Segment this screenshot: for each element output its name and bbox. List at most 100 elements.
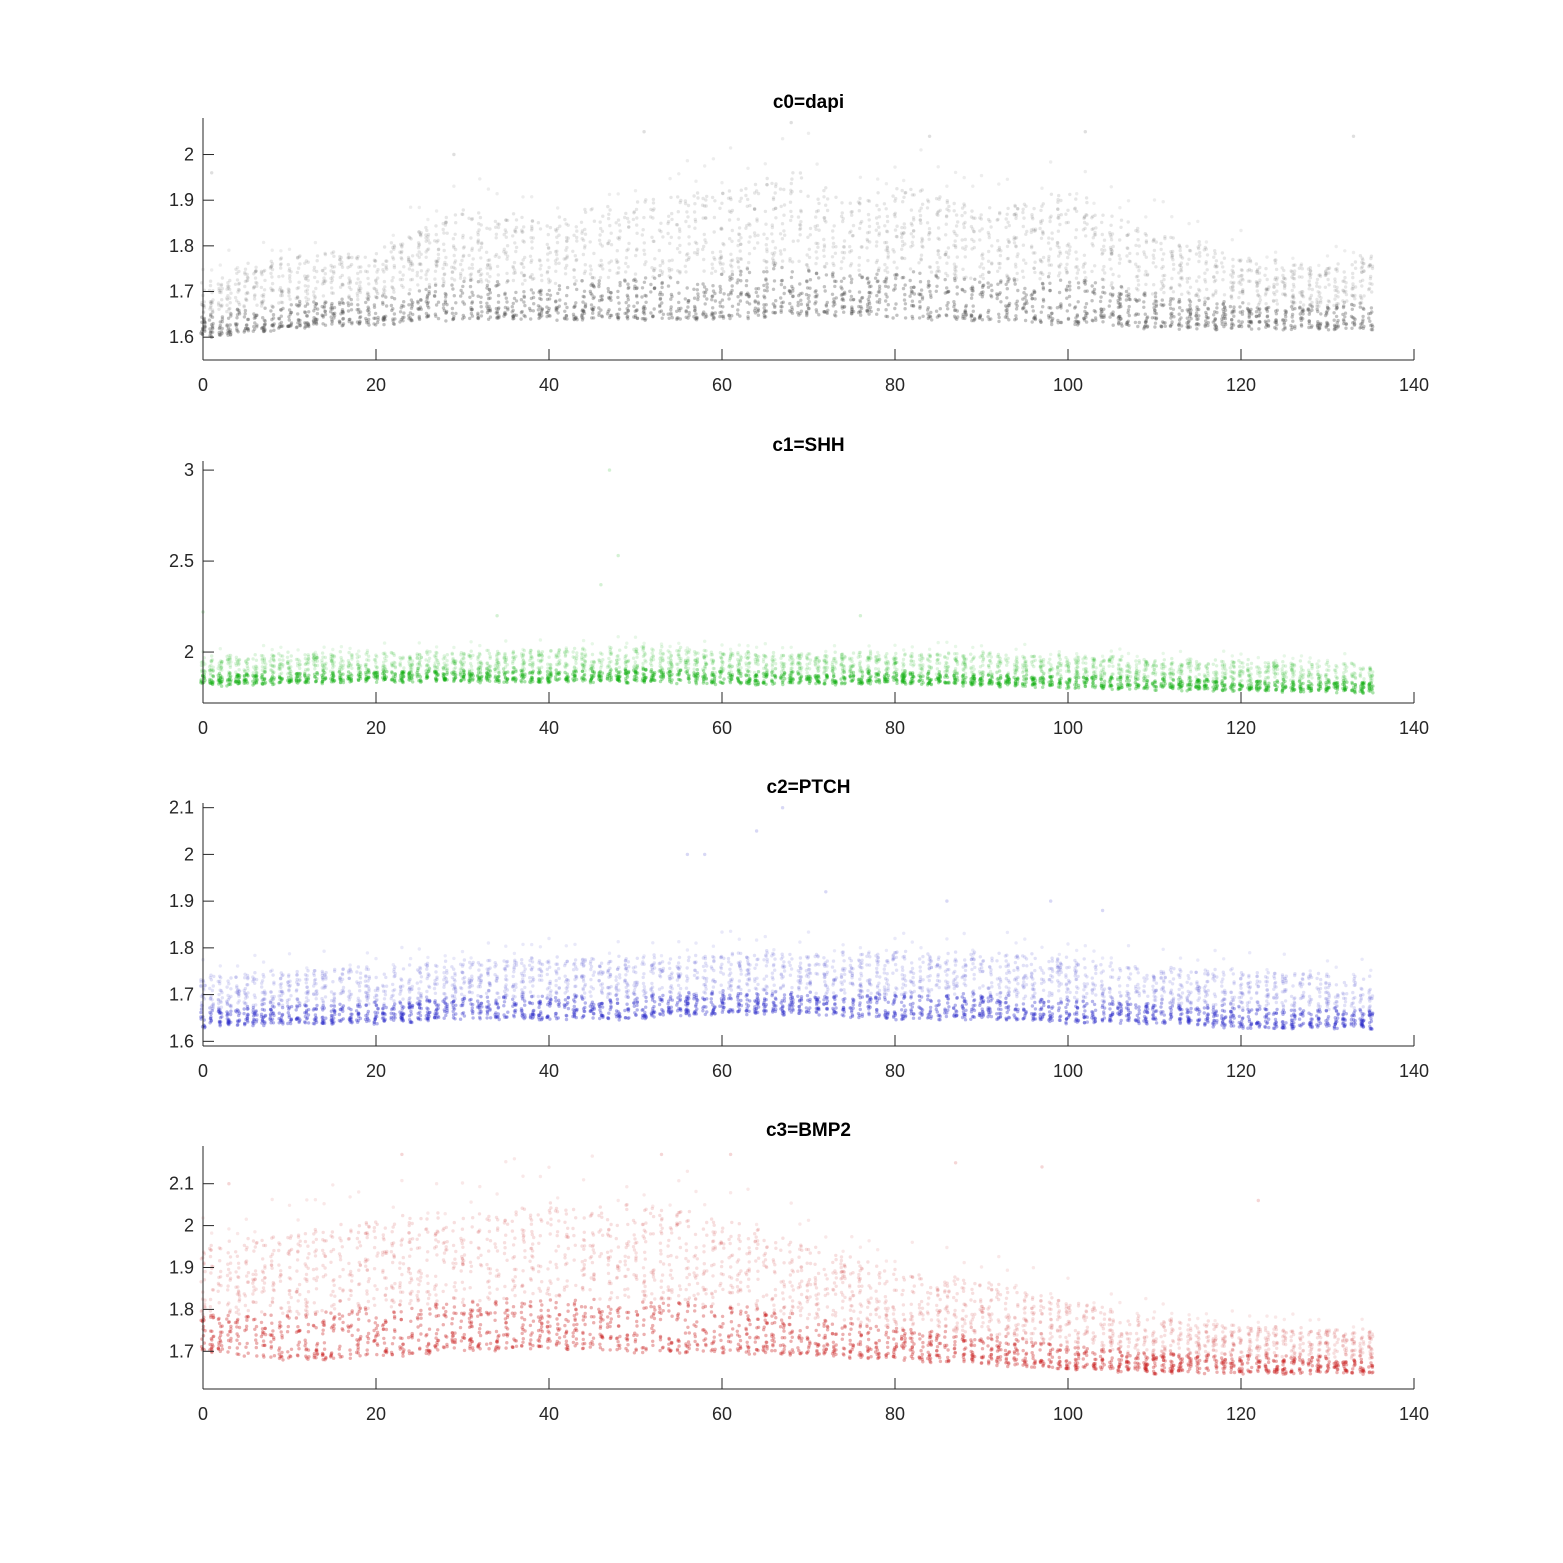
scatter-point	[1215, 306, 1219, 310]
scatter-point	[313, 306, 317, 311]
scatter-point	[461, 254, 465, 259]
scatter-point	[635, 316, 640, 321]
scatter-point	[1360, 265, 1365, 269]
scatter-point	[1282, 276, 1286, 280]
scatter-point	[789, 181, 793, 186]
scatter-point	[669, 313, 673, 317]
scatter-point	[245, 278, 250, 283]
scatter-point	[597, 282, 601, 286]
scatter-point	[814, 227, 818, 231]
scatter-point	[1126, 246, 1130, 251]
scatter-point	[522, 265, 526, 269]
scatter-point	[545, 292, 550, 297]
scatter-point	[495, 192, 499, 196]
scatter-point	[514, 290, 518, 295]
scatter-point	[1152, 248, 1157, 253]
scatter-point	[285, 324, 290, 328]
scatter-point	[1222, 305, 1227, 309]
scatter-point	[660, 270, 665, 274]
scatter-point	[486, 317, 491, 321]
scatter-point	[616, 315, 620, 320]
scatter-point	[747, 252, 752, 256]
scatter-point	[666, 284, 671, 288]
scatter-point	[917, 316, 922, 320]
scatter-point	[1238, 305, 1242, 309]
scatter-point	[555, 235, 559, 239]
scatter-point	[1360, 284, 1364, 288]
scatter-point	[306, 321, 310, 326]
scatter-point	[373, 264, 377, 268]
scatter-point	[600, 294, 604, 298]
scatter-point	[1084, 302, 1089, 306]
scatter-point	[856, 310, 861, 315]
scatter-point	[1024, 204, 1028, 208]
scatter-point	[1064, 287, 1069, 291]
scatter-point	[971, 309, 975, 313]
scatter-point	[780, 265, 784, 270]
scatter-point	[532, 302, 536, 306]
scatter-point	[953, 308, 958, 312]
scatter-point	[460, 291, 465, 295]
scatter-point	[553, 300, 558, 304]
scatter-point	[635, 301, 640, 305]
scatter-point	[651, 197, 656, 202]
scatter-point	[227, 682, 231, 687]
scatter-point	[530, 219, 535, 223]
scatter-point	[294, 325, 299, 330]
scatter-point	[270, 262, 275, 266]
scatter-point	[1066, 255, 1070, 260]
scatter-point	[891, 316, 895, 320]
scatter-point	[220, 320, 224, 324]
scatter-point	[476, 316, 480, 320]
scatter-point	[1316, 290, 1320, 294]
scatter-point	[1083, 305, 1088, 309]
scatter-point	[1171, 236, 1175, 240]
scatter-point	[255, 313, 259, 317]
scatter-point	[920, 244, 924, 248]
scatter-point	[782, 248, 787, 252]
scatter-point	[547, 306, 551, 311]
scatter-point	[277, 325, 282, 329]
scatter-point	[990, 244, 994, 248]
scatter-point	[338, 275, 342, 280]
scatter-point	[739, 269, 743, 274]
scatter-point	[346, 309, 351, 313]
scatter-point	[225, 296, 229, 300]
scatter-point	[1041, 255, 1046, 260]
scatter-point	[710, 250, 715, 255]
scatter-point	[252, 285, 257, 289]
scatter-point	[1212, 313, 1216, 317]
scatter-point	[363, 255, 367, 259]
scatter-point	[330, 306, 334, 310]
scatter-point	[1082, 316, 1086, 320]
scatter-point	[271, 324, 276, 328]
scatter-point	[824, 203, 828, 207]
scatter-point	[459, 294, 463, 298]
scatter-point	[989, 293, 993, 298]
scatter-point	[591, 311, 595, 315]
scatter-point	[320, 651, 325, 655]
scatter-point	[218, 323, 222, 328]
scatter-point	[592, 219, 597, 223]
scatter-point	[226, 328, 230, 332]
scatter-point	[702, 269, 706, 273]
scatter-point	[540, 278, 544, 283]
scatter-point	[313, 296, 317, 300]
scatter-point	[1067, 252, 1071, 256]
scatter-point	[402, 300, 406, 304]
scatter-point	[442, 231, 446, 235]
scatter-point	[1153, 291, 1158, 295]
scatter-point	[307, 310, 311, 314]
scatter-point	[1020, 269, 1025, 273]
scatter-point	[229, 312, 233, 316]
scatter-point	[346, 252, 351, 256]
scatter-point	[978, 229, 982, 233]
scatter-point	[919, 288, 924, 292]
scatter-point	[233, 322, 238, 326]
scatter-point	[410, 302, 414, 306]
scatter-point	[244, 326, 248, 330]
scatter-point	[986, 259, 991, 263]
scatter-point	[730, 304, 735, 308]
scatter-point	[608, 268, 612, 273]
scatter-point	[553, 228, 558, 232]
